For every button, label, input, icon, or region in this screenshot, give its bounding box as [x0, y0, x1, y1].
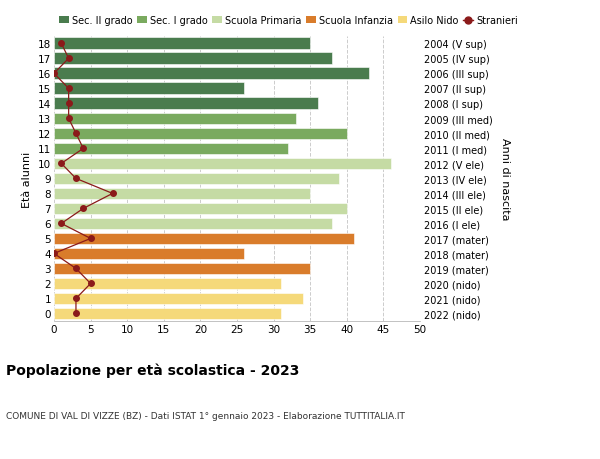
Bar	[54, 173, 340, 185]
Bar	[54, 293, 303, 305]
Bar	[54, 68, 369, 80]
Bar	[54, 308, 281, 319]
Bar	[54, 158, 391, 170]
Bar	[54, 128, 347, 140]
Bar	[54, 113, 296, 125]
Bar	[54, 203, 347, 215]
Bar	[54, 83, 244, 95]
Bar	[54, 188, 310, 200]
Bar	[54, 39, 310, 50]
Bar	[54, 218, 332, 230]
Bar	[54, 233, 354, 245]
Y-axis label: Anni di nascita: Anni di nascita	[500, 138, 509, 220]
Bar	[54, 143, 288, 155]
Bar	[54, 98, 317, 110]
Bar	[54, 263, 310, 275]
Bar	[54, 278, 281, 290]
Text: Popolazione per età scolastica - 2023: Popolazione per età scolastica - 2023	[6, 363, 299, 377]
Bar	[54, 248, 244, 260]
Legend: Sec. II grado, Sec. I grado, Scuola Primaria, Scuola Infanzia, Asilo Nido, Stran: Sec. II grado, Sec. I grado, Scuola Prim…	[59, 16, 518, 26]
Text: COMUNE DI VAL DI VIZZE (BZ) - Dati ISTAT 1° gennaio 2023 - Elaborazione TUTTITAL: COMUNE DI VAL DI VIZZE (BZ) - Dati ISTAT…	[6, 411, 405, 420]
Bar	[54, 53, 332, 65]
Y-axis label: Età alunni: Età alunni	[22, 151, 32, 207]
